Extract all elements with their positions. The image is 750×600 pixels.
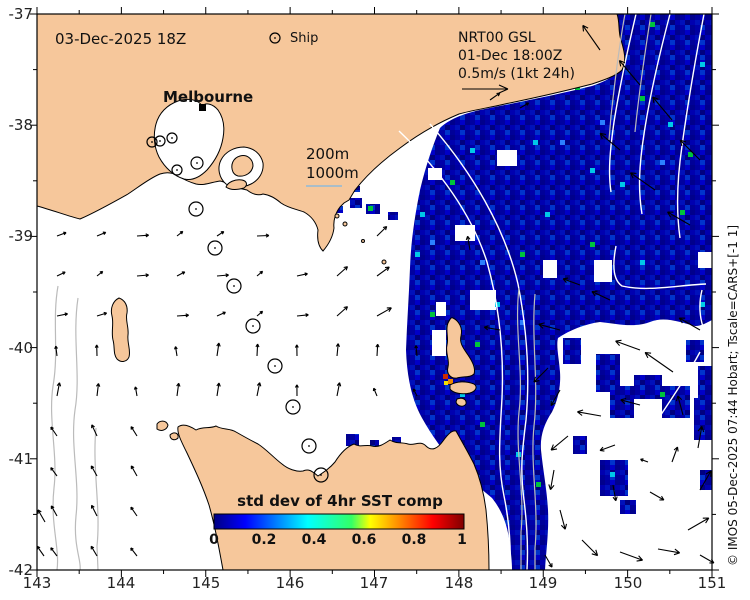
contour-label-1000m: 1000m	[306, 164, 359, 182]
colorbar	[213, 513, 465, 530]
colorbar-tick-label: 0.2	[251, 532, 277, 548]
phillip-island	[225, 179, 247, 190]
ship-legend-label: Ship	[290, 31, 319, 46]
x-tick-label: 150	[613, 574, 643, 592]
king-island	[110, 297, 131, 362]
y-tick-label: -42	[8, 561, 34, 579]
x-tick-label: 147	[359, 574, 389, 592]
mainland-victoria	[36, 13, 626, 252]
vector-key-line2: 01-Dec 18:00Z	[458, 48, 563, 64]
city-label-melbourne: Melbourne	[163, 88, 254, 106]
gray-contours	[50, 13, 652, 571]
sst-stddev-data-field	[336, 14, 712, 570]
y-tick-label: -39	[8, 227, 34, 245]
y-tick-label: -38	[8, 116, 34, 134]
data-gaps	[428, 150, 712, 356]
hunter-island	[156, 420, 169, 431]
y-tick-label: -40	[8, 339, 34, 357]
melbourne-marker	[199, 104, 206, 111]
x-tick-label: 145	[191, 574, 221, 592]
kent-group-islet	[381, 259, 387, 265]
prom-islet	[334, 213, 340, 219]
prom-islet	[342, 221, 348, 227]
x-tick-label: 148	[444, 574, 474, 592]
tasmania	[177, 424, 490, 571]
vector-key-line3: 0.5m/s (1kt 24h)	[458, 66, 575, 82]
vector-key-arrow	[462, 84, 509, 94]
x-tick-label: 151	[697, 574, 727, 592]
x-tick-label: 149	[528, 574, 558, 592]
white-contours	[398, 13, 713, 571]
colorbar-title: std dev of 4hr SST comp	[237, 492, 443, 510]
french-island	[231, 155, 254, 177]
land	[36, 13, 626, 571]
colorbar-tick-label: 0.6	[351, 532, 377, 548]
colorbar-tick-label: 0.4	[301, 532, 327, 548]
contour-label-200m: 200m	[306, 145, 350, 163]
ship-track-markers	[146, 32, 329, 483]
datetime-label: 03-Dec-2025 18Z	[55, 30, 187, 48]
plot-border	[36, 13, 713, 571]
colorbar-tick-label: 0	[209, 532, 219, 548]
hogan-group-islet	[361, 239, 365, 243]
colorbar-gradient	[213, 513, 465, 530]
three-hummock-island	[169, 432, 179, 441]
bathymetry-contours	[50, 13, 713, 571]
x-tick-label: 143	[22, 574, 52, 592]
y-tick-label: -41	[8, 450, 34, 468]
current-vector-arrows	[36, 24, 715, 568]
x-tick-label: 146	[275, 574, 305, 592]
clarke-island	[455, 397, 467, 407]
data-patches	[336, 186, 712, 514]
flinders-island	[446, 317, 475, 379]
x-tick-label: 144	[106, 574, 136, 592]
colorbar-tick-label: 0.8	[401, 532, 427, 548]
y-tick-label: -37	[8, 5, 34, 23]
credit-text: © IMOS 05-Dec-2025 07:44 Hobart; Tscale=…	[726, 224, 740, 566]
cape-barren-island	[449, 381, 477, 395]
vector-key-line1: NRT00 GSL	[458, 30, 536, 46]
colorbar-tick-label: 1	[457, 532, 467, 548]
